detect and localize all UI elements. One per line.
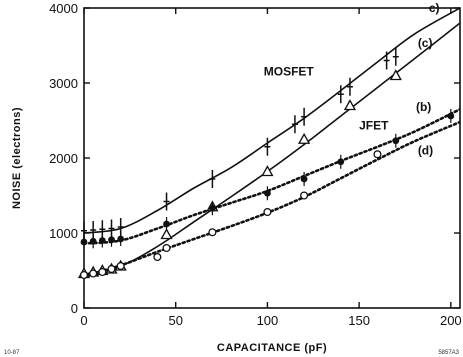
data-point-cross: [209, 170, 216, 188]
series-labels: c) MOSFET (c) (b) JFET (d): [264, 1, 440, 158]
data-point-open-circle: [300, 191, 309, 200]
axis-ticks: [83, 7, 460, 309]
data-point-filled-circle: [98, 233, 106, 248]
y-tick-label: 1000: [49, 226, 78, 241]
data-point-cross: [383, 51, 390, 70]
x-tick-label: 50: [168, 313, 182, 328]
data-point-triangle: [261, 165, 274, 177]
series-a-name: MOSFET: [264, 65, 315, 79]
data-point-open-circle: [162, 243, 171, 253]
series-b-name: JFET: [359, 119, 389, 133]
y-tick-label: 2000: [49, 151, 78, 166]
series-curves: [84, 8, 460, 278]
plot-area: [83, 7, 461, 309]
x-tick-label: 200: [440, 313, 462, 328]
series-c-label: (c): [418, 36, 433, 50]
corner-code-right: 5857A3: [438, 350, 459, 356]
data-point-triangle: [160, 228, 173, 240]
series-b-label: (b): [416, 100, 431, 114]
data-point-filled-circle: [117, 232, 125, 246]
data-point-filled-circle: [163, 217, 170, 231]
data-point-open-circle: [89, 269, 98, 278]
data-point-cross: [163, 192, 170, 211]
data-point-cross: [264, 137, 271, 156]
corner-code-left: 10-87: [4, 350, 20, 356]
x-tick-label: 150: [348, 313, 370, 328]
data-point-open-circle: [153, 252, 162, 262]
data-point-triangle: [389, 69, 402, 81]
data-point-cross: [291, 115, 298, 134]
series-markers: [77, 47, 455, 280]
data-point-filled-circle: [80, 235, 88, 249]
data-point-filled-circle: [208, 201, 216, 216]
data-point-filled-circle: [447, 109, 455, 123]
data-point-triangle: [297, 132, 311, 144]
series-d-label: (d): [418, 143, 433, 157]
series-b-curve: [84, 108, 460, 245]
data-point-filled-circle: [264, 186, 271, 201]
data-point-filled-circle: [300, 172, 308, 186]
data-point-filled-circle: [337, 154, 345, 169]
data-point-open-circle: [98, 267, 107, 277]
data-point-open-circle: [116, 261, 125, 271]
data-point-filled-circle: [392, 133, 400, 148]
data-point-open-circle: [79, 270, 89, 280]
data-point-cross: [346, 77, 353, 96]
y-tick-label: 0: [71, 301, 78, 316]
series-a-curve: [84, 8, 460, 234]
data-point-cross: [337, 85, 344, 104]
data-point-filled-circle: [89, 234, 97, 249]
series-c-curve: [84, 22, 460, 276]
series-d-curve: [84, 120, 460, 278]
data-point-open-circle: [263, 207, 272, 217]
y-tick-label: 3000: [49, 76, 78, 91]
data-point-open-circle: [107, 264, 116, 274]
data-point-filled-circle: [108, 232, 115, 247]
data-point-triangle: [343, 99, 357, 111]
data-point-cross: [392, 47, 399, 66]
series-a-label: c): [429, 1, 440, 15]
y-axis-label: NOISE (electrons): [11, 107, 23, 209]
data-point-cross: [301, 107, 308, 126]
y-tick-label: 4000: [49, 1, 78, 16]
x-axis-label: CAPACITANCE (pF): [217, 342, 327, 354]
x-tick-label: 0: [80, 313, 87, 328]
data-point-open-circle: [208, 228, 217, 237]
data-point-open-circle: [373, 150, 382, 159]
x-tick-label: 100: [257, 313, 279, 328]
